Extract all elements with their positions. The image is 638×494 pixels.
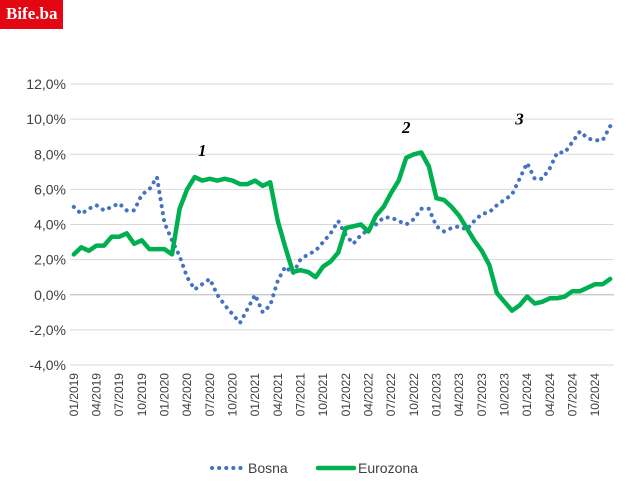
x-tick-label: 10/2020 [225,373,239,417]
x-tick-label: 01/2024 [520,373,534,417]
x-tick-label: 04/2020 [180,373,194,417]
x-tick-label: 04/2019 [89,373,103,417]
x-tick-label: 10/2021 [316,373,330,417]
x-tick-label: 01/2021 [248,373,262,417]
y-tick-label: 4,0% [34,217,66,233]
x-tick-label: 07/2021 [293,373,307,417]
x-tick-label: 04/2022 [361,373,375,417]
y-tick-label: -4,0% [29,357,66,373]
x-tick-label: 07/2024 [565,373,579,417]
x-tick-label: 01/2019 [67,373,81,417]
x-tick-label: 01/2020 [157,373,171,417]
annotation-label: 1 [198,141,207,160]
y-tick-label: 12,0% [26,76,66,92]
x-tick-label: 07/2022 [384,373,398,417]
x-tick-label: 10/2024 [588,373,602,417]
x-tick-label: 07/2019 [112,373,126,417]
x-tick-label: 01/2022 [339,373,353,417]
legend-label-bosna: Bosna [248,460,288,476]
x-tick-label: 04/2021 [271,373,285,417]
annotation-label: 3 [514,109,524,128]
series-group [71,124,613,325]
y-tick-label: 0,0% [34,287,66,303]
legend: Bosna Eurozona [210,460,418,476]
y-tick-label: 8,0% [34,146,66,162]
series-line-bosna [71,124,613,325]
x-tick-label: 04/2023 [452,373,466,417]
x-tick-label: 07/2020 [203,373,217,417]
x-tick-label: 10/2019 [135,373,149,417]
y-tick-label: -2,0% [29,322,66,338]
site-logo: Bife.ba [0,0,64,29]
grid-lines [70,83,614,366]
x-tick-label: 04/2024 [543,373,557,417]
x-axis-labels: 01/2019 04/2019 07/2019 10/2019 01/2020 04/20… [67,373,602,417]
x-tick-label: 07/2023 [475,373,489,417]
x-tick-label: 10/2023 [497,373,511,417]
annotation-label: 2 [401,118,411,137]
x-tick-label: 01/2023 [429,373,443,417]
legend-label-eurozona: Eurozona [358,460,418,476]
y-tick-label: 2,0% [34,252,66,268]
x-tick-label: 10/2022 [407,373,421,417]
chart-annotations: 1 2 3 [198,109,524,160]
y-axis-labels: -4,0% -2,0% 0,0% 2,0% 4,0% 6,0% 8,0% 10,0% 12,0% [26,76,66,373]
series-line-eurozona [71,150,613,313]
y-tick-label: 10,0% [26,111,66,127]
y-tick-label: 6,0% [34,181,66,197]
